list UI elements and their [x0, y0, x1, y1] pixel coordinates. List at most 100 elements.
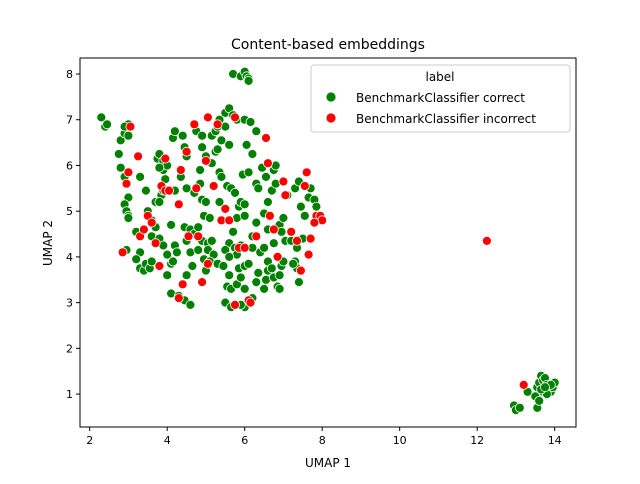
point-incorrect-6 [138, 224, 149, 235]
point-incorrect-45 [278, 176, 289, 187]
point-correct-162 [251, 277, 262, 288]
point-correct-129 [235, 272, 246, 283]
point-incorrect-24 [197, 277, 208, 288]
point-correct-167 [266, 263, 277, 274]
point-correct-78 [193, 222, 204, 233]
point-incorrect-8 [146, 217, 157, 228]
y-axis-ticks: 1 2 3 4 5 6 7 8 [66, 68, 80, 401]
point-incorrect-26 [200, 155, 211, 166]
point-incorrect-3 [117, 247, 128, 258]
point-correct-163 [259, 283, 270, 294]
point-correct-130 [239, 283, 250, 294]
point-incorrect-18 [177, 279, 188, 290]
point-correct-197 [311, 201, 322, 212]
point-incorrect-42 [264, 210, 275, 221]
point-correct-146 [243, 76, 254, 86]
point-correct-193 [299, 210, 310, 221]
point-correct-53 [166, 219, 177, 230]
point-incorrect-20 [183, 231, 194, 242]
x-tick-label: 6 [241, 434, 248, 447]
point-correct-202 [288, 258, 299, 269]
point-correct-40 [154, 162, 165, 173]
point-correct-183 [268, 238, 279, 249]
chart-title: Content-based embeddings [231, 37, 425, 53]
y-tick-label: 3 [66, 297, 73, 310]
point-incorrect-12 [154, 261, 165, 271]
point-correct-59 [177, 130, 188, 141]
point-correct-203 [239, 210, 250, 221]
point-correct-151 [247, 149, 258, 159]
point-correct-161 [253, 267, 264, 278]
point-correct-15 [123, 213, 134, 223]
point-incorrect-47 [286, 226, 297, 237]
point-incorrect-38 [245, 297, 256, 308]
point-incorrect-43 [268, 224, 279, 235]
point-incorrect-22 [191, 183, 202, 194]
point-incorrect-33 [230, 112, 240, 123]
point-correct-74 [195, 165, 206, 175]
point-incorrect-4 [133, 151, 144, 162]
point-correct-175 [262, 197, 273, 207]
point-incorrect-17 [181, 146, 192, 157]
point-correct-0 [96, 112, 107, 123]
point-incorrect-15 [173, 199, 184, 210]
y-tick-label: 2 [66, 342, 73, 355]
point-correct-111 [230, 187, 240, 198]
point-correct-201 [293, 277, 304, 288]
point-correct-47 [168, 256, 178, 267]
point-incorrect-9 [150, 238, 161, 249]
point-correct-185 [278, 213, 289, 223]
point-correct-95 [212, 144, 223, 155]
point-correct-114 [239, 199, 250, 210]
point-incorrect-49 [295, 265, 306, 276]
y-tick-label: 7 [66, 114, 73, 127]
point-correct-80 [193, 245, 204, 255]
point-correct-156 [251, 217, 262, 228]
point-correct-123 [224, 251, 235, 262]
point-correct-58 [169, 126, 180, 137]
point-correct-17 [135, 171, 146, 182]
point-incorrect-16 [175, 165, 186, 175]
point-incorrect-2 [121, 178, 132, 189]
point-incorrect-53 [305, 233, 316, 244]
point-correct-9 [115, 162, 126, 173]
point-correct-108 [216, 171, 227, 182]
point-correct-90 [200, 197, 211, 207]
legend-label-incorrect: BenchmarkClassifier incorrect [356, 112, 536, 126]
legend-label-correct: BenchmarkClassifier correct [356, 91, 525, 105]
point-incorrect-35 [230, 299, 240, 310]
point-correct-149 [251, 126, 262, 137]
point-incorrect-28 [208, 181, 219, 191]
point-correct-150 [241, 139, 252, 150]
point-incorrect-39 [251, 231, 262, 242]
point-correct-3 [113, 149, 124, 159]
y-axis-label: UMAP 2 [41, 220, 55, 266]
point-incorrect-41 [262, 158, 273, 169]
point-incorrect-51 [301, 167, 312, 178]
point-correct-133 [243, 258, 254, 269]
point-correct-55 [171, 247, 182, 258]
point-incorrect-58 [518, 379, 529, 390]
point-correct-68 [181, 270, 192, 281]
point-correct-43 [154, 197, 165, 207]
point-correct-117 [228, 226, 239, 237]
y-tick-label: 8 [66, 68, 73, 81]
point-correct-69 [187, 261, 198, 271]
x-tick-label: 14 [548, 434, 562, 447]
point-correct-72 [197, 130, 208, 141]
points-layer [96, 66, 560, 416]
point-correct-170 [274, 270, 285, 281]
legend-box [310, 64, 571, 133]
x-tick-label: 12 [470, 434, 484, 447]
point-incorrect-21 [189, 119, 200, 130]
point-incorrect-0 [125, 121, 136, 132]
point-correct-26 [140, 185, 151, 196]
point-correct-70 [181, 183, 192, 194]
x-tick-label: 2 [86, 434, 93, 447]
x-tick-label: 10 [393, 434, 407, 447]
point-correct-228 [540, 382, 550, 393]
point-correct-160 [259, 242, 270, 253]
point-correct-25 [146, 256, 157, 267]
